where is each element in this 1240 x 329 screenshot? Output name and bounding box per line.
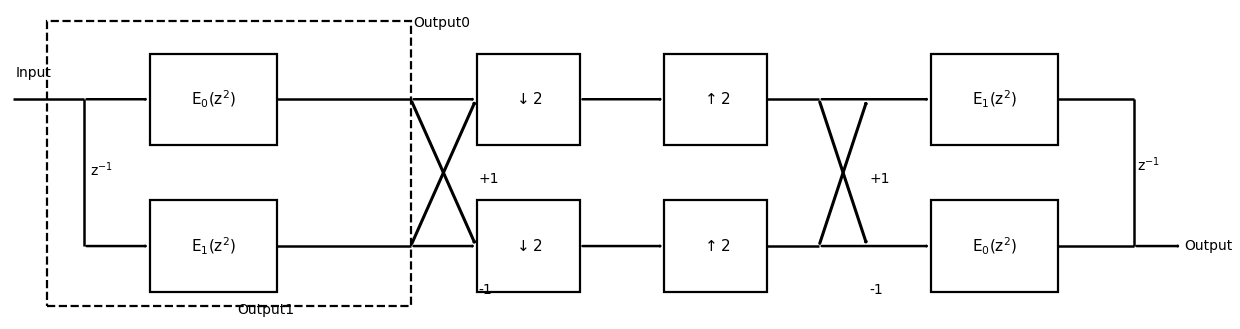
Text: E$_0$(z$^2$): E$_0$(z$^2$): [972, 236, 1017, 257]
FancyBboxPatch shape: [931, 54, 1058, 145]
FancyBboxPatch shape: [665, 54, 768, 145]
Text: -1: -1: [869, 283, 883, 297]
Text: +1: +1: [869, 172, 890, 186]
Text: Output: Output: [1184, 239, 1233, 253]
Text: E$_1$(z$^2$): E$_1$(z$^2$): [972, 89, 1017, 110]
Text: +1: +1: [479, 172, 498, 186]
Text: $\downarrow$2: $\downarrow$2: [513, 238, 543, 254]
Text: E$_0$(z$^2$): E$_0$(z$^2$): [191, 89, 236, 110]
Text: Input: Input: [16, 66, 52, 80]
FancyBboxPatch shape: [665, 200, 768, 292]
Text: E$_1$(z$^2$): E$_1$(z$^2$): [191, 236, 236, 257]
Text: z$^{-1}$: z$^{-1}$: [89, 160, 113, 179]
Text: Output0: Output0: [413, 15, 470, 30]
Text: $\uparrow$2: $\uparrow$2: [702, 238, 730, 254]
Text: $\downarrow$2: $\downarrow$2: [513, 91, 543, 107]
Text: Output1: Output1: [238, 303, 295, 317]
FancyBboxPatch shape: [931, 200, 1058, 292]
FancyBboxPatch shape: [476, 200, 579, 292]
FancyBboxPatch shape: [150, 54, 277, 145]
Text: z$^{-1}$: z$^{-1}$: [1137, 155, 1161, 174]
FancyBboxPatch shape: [476, 54, 579, 145]
Text: $\uparrow$2: $\uparrow$2: [702, 91, 730, 107]
Text: -1: -1: [479, 283, 492, 297]
FancyBboxPatch shape: [150, 200, 277, 292]
